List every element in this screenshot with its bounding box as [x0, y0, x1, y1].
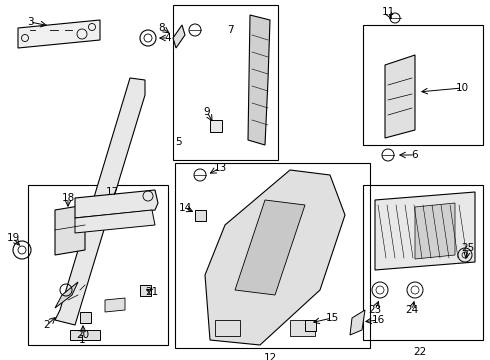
Bar — [290, 320, 315, 336]
Polygon shape — [75, 210, 155, 233]
Text: 12: 12 — [264, 353, 277, 360]
Text: 14: 14 — [178, 203, 192, 213]
Text: 18: 18 — [61, 193, 74, 203]
Polygon shape — [350, 310, 365, 335]
Bar — [80, 312, 91, 323]
Text: 21: 21 — [146, 287, 159, 297]
Bar — [215, 320, 240, 336]
Polygon shape — [55, 78, 145, 325]
Polygon shape — [235, 200, 305, 295]
Polygon shape — [415, 203, 455, 259]
Polygon shape — [75, 190, 158, 218]
Text: 15: 15 — [325, 313, 339, 323]
Polygon shape — [18, 20, 100, 48]
Bar — [195, 210, 206, 221]
Bar — [363, 25, 483, 145]
Bar — [173, 5, 278, 160]
Polygon shape — [55, 205, 85, 255]
Text: 19: 19 — [6, 233, 20, 243]
Bar — [175, 163, 370, 348]
Polygon shape — [105, 298, 125, 312]
Text: 11: 11 — [381, 7, 394, 17]
Polygon shape — [55, 282, 78, 308]
Text: 6: 6 — [412, 150, 418, 160]
Text: 4: 4 — [165, 33, 172, 43]
Bar — [28, 185, 168, 345]
Polygon shape — [385, 55, 415, 138]
Text: 2: 2 — [44, 320, 50, 330]
Text: 1: 1 — [79, 335, 85, 345]
Text: 13: 13 — [213, 163, 227, 173]
Bar — [210, 120, 222, 132]
Bar — [305, 320, 316, 331]
Text: 5: 5 — [175, 137, 181, 147]
Text: 23: 23 — [368, 305, 382, 315]
Text: 8: 8 — [159, 23, 165, 33]
Text: 3: 3 — [26, 17, 33, 27]
Bar — [363, 185, 483, 340]
Polygon shape — [248, 15, 270, 145]
Polygon shape — [173, 25, 185, 48]
Text: 9: 9 — [204, 107, 210, 117]
Text: 7: 7 — [227, 25, 233, 35]
Polygon shape — [205, 170, 345, 345]
Text: 10: 10 — [455, 83, 468, 93]
Text: 22: 22 — [414, 347, 427, 357]
Polygon shape — [70, 330, 100, 340]
Text: 20: 20 — [76, 330, 90, 340]
Text: 24: 24 — [405, 305, 418, 315]
Bar — [140, 285, 151, 296]
Text: 25: 25 — [462, 243, 475, 253]
Polygon shape — [375, 192, 475, 270]
Text: 16: 16 — [371, 315, 385, 325]
Text: 17: 17 — [105, 187, 119, 197]
